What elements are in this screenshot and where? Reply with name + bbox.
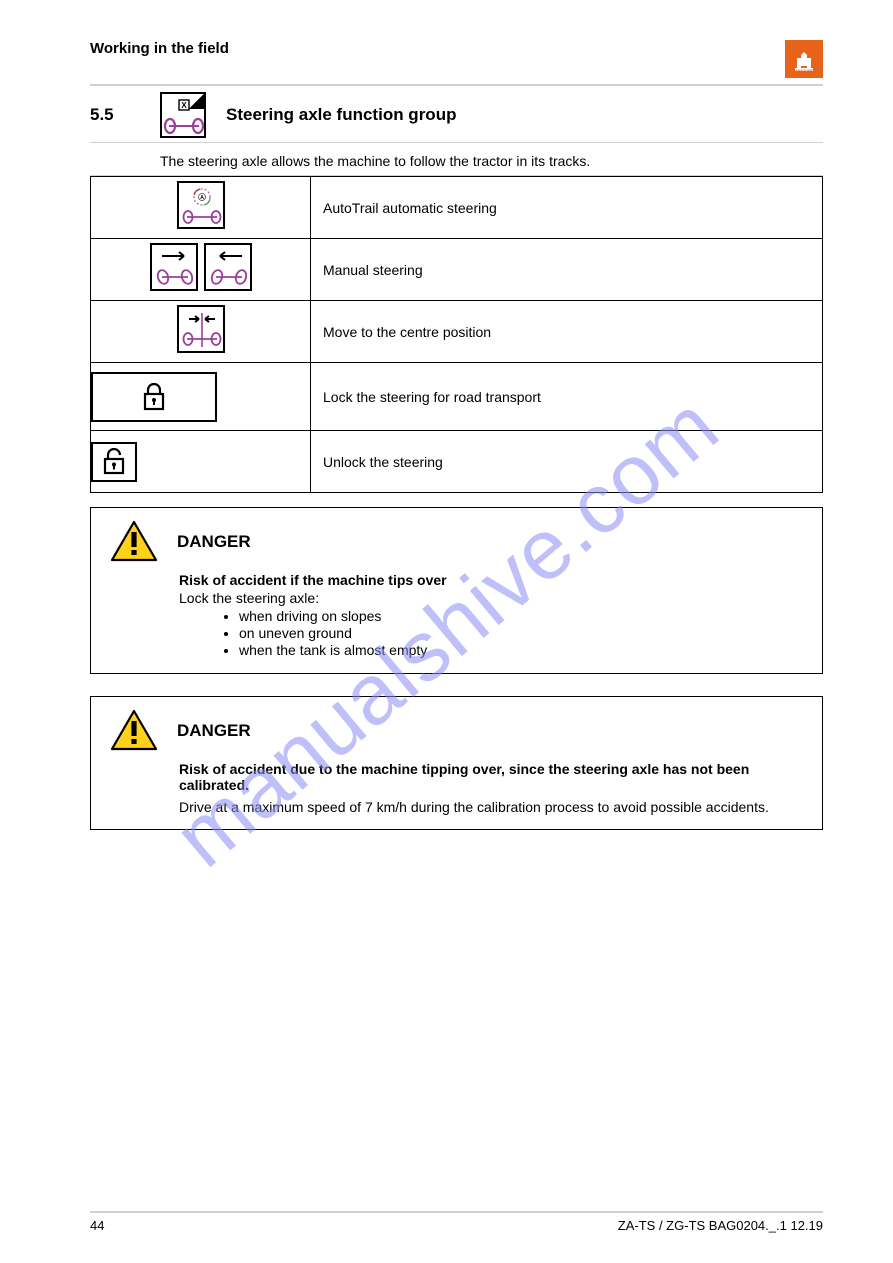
option-desc: Lock the steering for road transport: [311, 363, 823, 431]
page-footer: 44 ZA-TS / ZG-TS BAG0204._.1 12.19: [90, 1211, 823, 1233]
table-row: Move to the centre position: [91, 301, 823, 363]
centre-position-icon: [177, 305, 225, 353]
page-number: 44: [90, 1218, 104, 1233]
option-icon-cell: [91, 239, 311, 301]
table-row: A AutoTrail automatic steering: [91, 177, 823, 239]
page-header: Working in the field AMAZONE: [90, 40, 823, 78]
list-item: when the tank is almost empty: [239, 642, 804, 658]
doc-ref: ZA-TS / ZG-TS BAG0204._.1 12.19: [618, 1218, 823, 1233]
header-title: Working in the field: [90, 40, 229, 57]
svg-text:X: X: [181, 101, 187, 110]
warning-triangle-icon: [109, 520, 159, 564]
table-row: Lock the steering for road transport: [91, 363, 823, 431]
manual-steer-right-icon: [150, 243, 198, 291]
option-icon-cell: [91, 301, 311, 363]
danger-list: when driving on slopes on uneven ground …: [239, 608, 804, 658]
danger-body-1: Risk of accident due to the machine tipp…: [179, 761, 804, 793]
unlock-steering-button: [91, 442, 137, 482]
danger-box-2: DANGER Risk of accident due to the machi…: [90, 696, 823, 830]
manual-steer-left-icon: [204, 243, 252, 291]
unlock-icon: [102, 448, 126, 476]
danger-body: Lock the steering axle:: [179, 590, 804, 606]
section-5-5: 5.5 X Steering axle function group: [90, 92, 823, 138]
svg-text:AMAZONE: AMAZONE: [795, 69, 813, 73]
danger-title: DANGER: [177, 721, 251, 741]
section-rule: [90, 142, 823, 143]
option-icon-cell: A: [91, 177, 311, 239]
steering-axle-fn-icon: X: [160, 92, 206, 138]
section-title: Steering axle function group: [226, 105, 456, 125]
steering-options-table: A AutoTrail automatic steering: [90, 176, 823, 493]
logo-icon: AMAZONE: [790, 45, 818, 73]
table-row: Manual steering: [91, 239, 823, 301]
option-icon-cell: [91, 431, 311, 493]
warning-triangle-icon: [109, 709, 159, 753]
list-item: on uneven ground: [239, 625, 804, 641]
svg-text:A: A: [200, 195, 204, 201]
section-number: 5.5: [90, 105, 140, 125]
danger-body-2: Drive at a maximum speed of 7 km/h durin…: [179, 799, 804, 815]
option-icon-cell: [91, 363, 311, 431]
lock-icon: [142, 382, 166, 412]
option-desc: Manual steering: [311, 239, 823, 301]
intro-text: The steering axle allows the machine to …: [160, 153, 823, 169]
autotrail-auto-icon: A: [177, 181, 225, 229]
table-row: Unlock the steering: [91, 431, 823, 493]
danger-box-1: DANGER Risk of accident if the machine t…: [90, 507, 823, 674]
header-rule: [90, 84, 823, 86]
option-desc: Unlock the steering: [311, 431, 823, 493]
option-desc: AutoTrail automatic steering: [311, 177, 823, 239]
danger-title: DANGER: [177, 532, 251, 552]
danger-lead: Risk of accident if the machine tips ove…: [179, 572, 804, 588]
option-desc: Move to the centre position: [311, 301, 823, 363]
list-item: when driving on slopes: [239, 608, 804, 624]
lock-steering-button: [91, 372, 217, 422]
amazone-logo: AMAZONE: [785, 40, 823, 78]
